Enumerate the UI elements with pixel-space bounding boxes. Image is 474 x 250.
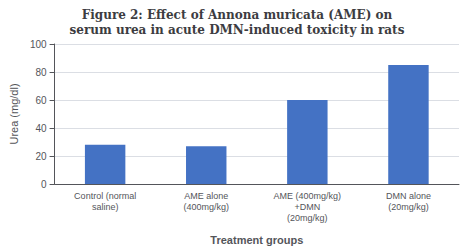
svg-text:(20mg/kg): (20mg/kg) — [287, 213, 328, 223]
svg-text:20: 20 — [35, 151, 47, 162]
svg-text:Urea (mg/dl): Urea (mg/dl) — [8, 83, 20, 144]
svg-text:40: 40 — [35, 123, 47, 134]
svg-text:Treatment groups: Treatment groups — [210, 234, 303, 246]
svg-text:+DMN: +DMN — [294, 202, 320, 212]
svg-text:(400mg/kg): (400mg/kg) — [183, 202, 229, 212]
svg-text:serum urea in acute DMN-induce: serum urea in acute DMN-induced toxicity… — [70, 23, 405, 37]
svg-text:80: 80 — [35, 67, 47, 78]
svg-text:60: 60 — [35, 95, 47, 106]
svg-text:100: 100 — [30, 39, 47, 50]
svg-text:0: 0 — [41, 179, 47, 190]
svg-text:AME (400mg/kg): AME (400mg/kg) — [274, 191, 342, 201]
svg-text:(20mg/kg): (20mg/kg) — [388, 202, 429, 212]
svg-text:Figure 2: Effect of Annona mur: Figure 2: Effect of Annona muricata (AME… — [82, 8, 393, 22]
svg-text:saline): saline) — [92, 202, 119, 212]
svg-text:DMN alone: DMN alone — [386, 191, 431, 201]
svg-text:Control (normal: Control (normal — [74, 191, 136, 201]
svg-text:AME alone: AME alone — [184, 191, 228, 201]
